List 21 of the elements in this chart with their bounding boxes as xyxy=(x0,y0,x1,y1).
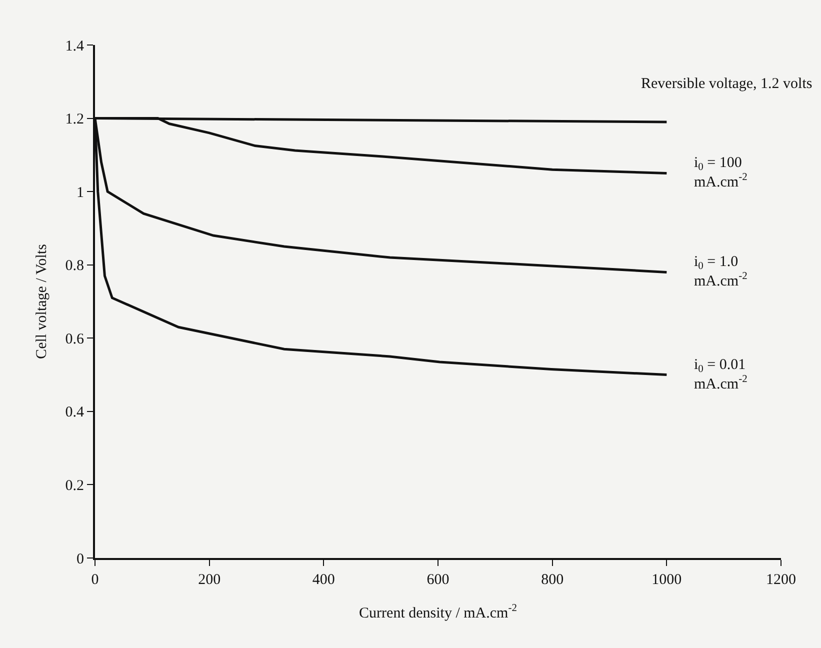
x-tick-label: 800 xyxy=(541,572,564,588)
y-tick-label: 0.8 xyxy=(65,258,84,274)
series-label: i$_{0}$ = 0.01 mA.cm$^{-2}$ xyxy=(694,357,748,392)
series-label: i$_{0}$ = 100 mA.cm$^{-2}$ xyxy=(694,155,748,190)
y-tick-label: 0 xyxy=(76,551,84,568)
x-axis-title: Current density / mA.cm$^{-2}$ xyxy=(359,603,517,622)
x-tick-label: 600 xyxy=(426,572,450,588)
y-tick-label: 1.2 xyxy=(65,112,84,128)
x-tick-label: 400 xyxy=(312,572,335,588)
series-label: i$_{0}$ = 1.0 mA.cm$^{-2}$ xyxy=(694,254,748,290)
series-label: Reversible voltage, 1.2 volts xyxy=(641,76,812,92)
x-tick-label: 200 xyxy=(198,572,221,588)
y-axis-title: Cell voltage / Volts xyxy=(34,244,50,359)
y-tick-label: 1.4 xyxy=(65,38,84,54)
x-tick-label: 1200 xyxy=(766,572,796,588)
y-tick-label: 1 xyxy=(76,184,84,201)
y-tick-label: 0.4 xyxy=(65,404,84,421)
y-tick-label: 0.6 xyxy=(65,331,84,348)
y-tick-label: 0.2 xyxy=(65,478,84,494)
x-tick-label: 1000 xyxy=(652,572,682,588)
x-tick-label: 0 xyxy=(91,572,99,588)
